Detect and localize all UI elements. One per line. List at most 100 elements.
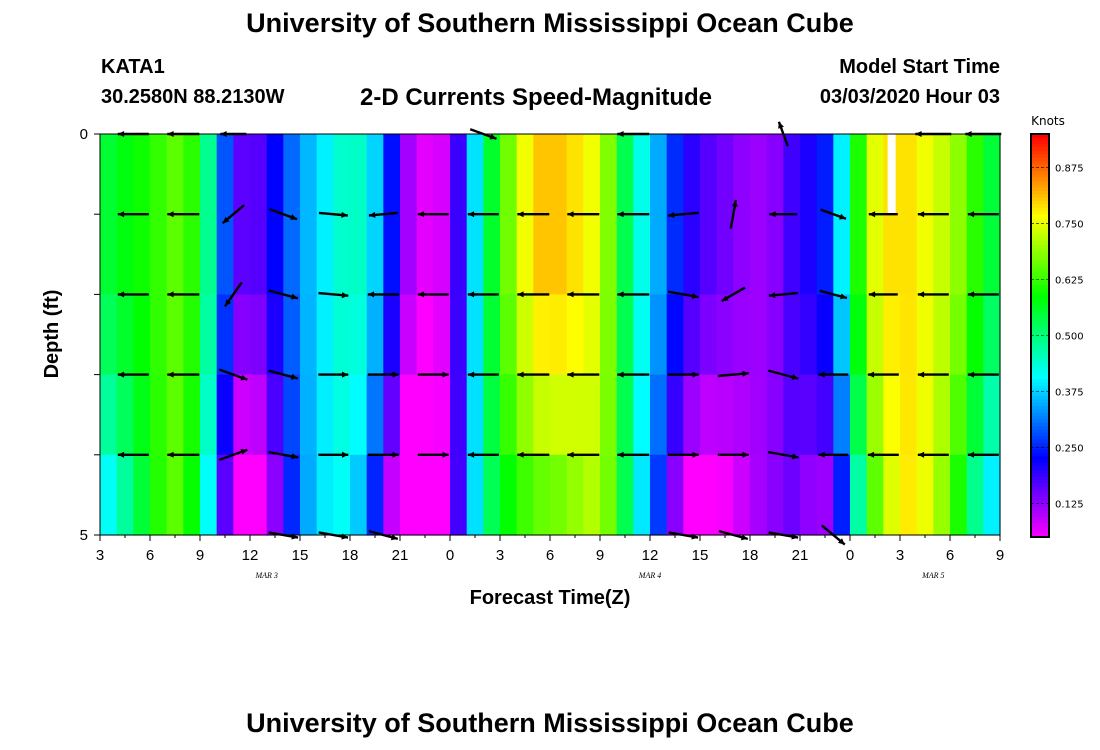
current-vector bbox=[617, 291, 650, 298]
heat-cell bbox=[383, 374, 401, 456]
heat-cell bbox=[916, 134, 934, 215]
heat-cell bbox=[716, 134, 734, 215]
colorbar-band bbox=[1031, 416, 1049, 421]
colorbar-band bbox=[1031, 211, 1049, 216]
current-vector bbox=[667, 211, 699, 218]
heat-cell bbox=[100, 294, 118, 376]
colorbar-band bbox=[1031, 449, 1049, 454]
current-vector bbox=[467, 291, 499, 298]
heat-cell bbox=[633, 374, 651, 456]
heat-cell bbox=[283, 454, 301, 536]
colorbar-band bbox=[1031, 311, 1049, 316]
heat-cell bbox=[583, 374, 601, 456]
colorbar-band bbox=[1031, 429, 1049, 434]
x-tick-label: 9 bbox=[996, 547, 1004, 564]
colorbar-band bbox=[1031, 157, 1049, 162]
colorbar-band bbox=[1031, 305, 1049, 310]
heat-cell bbox=[783, 374, 801, 456]
heat-cell bbox=[450, 214, 468, 295]
heat-cell bbox=[100, 374, 118, 456]
colorbar-band bbox=[1031, 174, 1049, 179]
heat-cell bbox=[683, 374, 701, 456]
x-tick-label: 3 bbox=[896, 547, 904, 564]
current-vector bbox=[967, 451, 999, 458]
heat-cell bbox=[983, 294, 1001, 376]
heat-cell bbox=[633, 214, 651, 295]
heat-cell bbox=[466, 214, 484, 295]
heat-cell bbox=[833, 294, 851, 376]
heat-cell bbox=[383, 214, 401, 295]
heat-cell bbox=[133, 214, 151, 295]
heat-cell bbox=[850, 454, 868, 536]
heat-cell bbox=[200, 374, 218, 456]
heat-cell bbox=[616, 294, 634, 376]
heat-cell bbox=[750, 134, 768, 215]
heat-cell bbox=[383, 134, 401, 215]
colorbar-band bbox=[1031, 268, 1049, 273]
heat-cell bbox=[800, 134, 818, 215]
heat-cell bbox=[166, 294, 184, 376]
current-vector bbox=[167, 291, 200, 298]
colorbar-band bbox=[1031, 342, 1049, 347]
colorbar-band bbox=[1031, 419, 1049, 424]
x-tick-label: 18 bbox=[742, 547, 759, 564]
x-tick-label: 6 bbox=[546, 547, 554, 564]
colorbar-band bbox=[1031, 486, 1049, 491]
heat-cell bbox=[883, 214, 901, 295]
colorbar-band bbox=[1031, 170, 1049, 175]
colorbar-band bbox=[1031, 187, 1049, 192]
heat-cell bbox=[550, 454, 568, 536]
colorbar-band bbox=[1031, 332, 1049, 337]
heat-cell bbox=[450, 374, 468, 456]
current-vector bbox=[517, 451, 550, 458]
heat-cell bbox=[150, 214, 168, 295]
y-tick-label: 5 bbox=[80, 527, 88, 544]
heat-cell bbox=[366, 134, 384, 215]
heat-cell bbox=[533, 214, 551, 295]
heat-cell bbox=[550, 374, 568, 456]
heat-cell bbox=[583, 134, 601, 215]
heat-cell bbox=[766, 294, 784, 376]
current-vector bbox=[868, 211, 898, 218]
colorbar-band bbox=[1031, 318, 1049, 323]
colorbar-band bbox=[1031, 392, 1049, 397]
colorbar-band bbox=[1031, 409, 1049, 414]
heat-cell bbox=[266, 134, 284, 215]
heat-cell bbox=[383, 454, 401, 536]
colorbar-band bbox=[1031, 291, 1049, 296]
heat-cell bbox=[400, 454, 418, 536]
heat-cell bbox=[916, 454, 934, 536]
missing-data-cell bbox=[887, 134, 896, 215]
current-vector bbox=[767, 450, 799, 460]
heat-cell bbox=[300, 294, 318, 376]
heat-cell bbox=[333, 214, 351, 295]
colorbar-band bbox=[1031, 483, 1049, 488]
colorbar-band bbox=[1031, 426, 1049, 431]
heat-cell bbox=[933, 134, 951, 215]
current-vector bbox=[367, 451, 399, 458]
colorbar-band bbox=[1031, 412, 1049, 417]
heat-cell bbox=[850, 214, 868, 295]
heat-cell bbox=[150, 294, 168, 376]
x-tick-label: 15 bbox=[692, 547, 709, 564]
x-tick-label: 21 bbox=[792, 547, 809, 564]
heat-cell bbox=[533, 134, 551, 215]
heat-cell bbox=[316, 454, 334, 536]
colorbar-band bbox=[1031, 496, 1049, 501]
heat-cell bbox=[900, 374, 918, 456]
heat-cell bbox=[483, 214, 501, 295]
colorbar-band bbox=[1031, 456, 1049, 461]
colorbar-band bbox=[1031, 422, 1049, 427]
heat-cell bbox=[616, 454, 634, 536]
heat-cell bbox=[116, 374, 134, 456]
current-vector bbox=[467, 211, 499, 218]
colorbar-band bbox=[1031, 345, 1049, 350]
heat-cell bbox=[866, 134, 884, 215]
heat-cell bbox=[966, 214, 984, 295]
colorbar-band bbox=[1031, 520, 1049, 525]
heat-cell bbox=[283, 294, 301, 376]
heat-cell bbox=[666, 454, 684, 536]
heat-cell bbox=[783, 294, 801, 376]
current-vector bbox=[517, 291, 550, 298]
date-label: MAR 3 bbox=[254, 571, 277, 580]
